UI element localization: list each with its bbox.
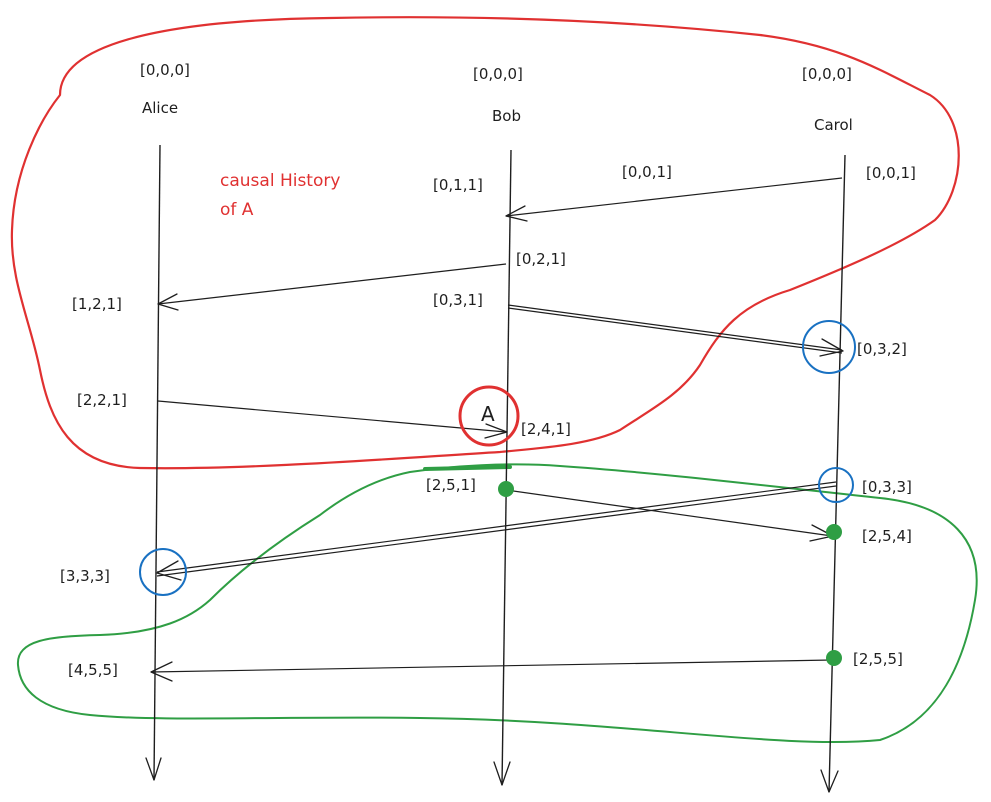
clock-msg-label-1: [0,0,1] xyxy=(622,163,672,181)
clock-alice-send-4: [2,2,1] xyxy=(77,391,127,409)
future-event-dot-carol-send xyxy=(826,650,842,666)
clock-bob-send-2: [0,2,1] xyxy=(516,250,566,268)
causal-history-label-line1: causal History xyxy=(220,171,340,191)
clock-carol-recv-5: [2,5,4] xyxy=(862,527,912,545)
event-a-label: A xyxy=(481,402,495,426)
message-alice-to-bob-4 xyxy=(157,400,508,439)
bob-timeline xyxy=(493,149,512,786)
alice-initial-clock: [0,0,0] xyxy=(140,61,190,79)
alice-timeline xyxy=(145,144,162,781)
future-event-dot-bob xyxy=(498,481,514,497)
clock-bob-send-5: [2,5,1] xyxy=(426,476,476,494)
carol-timeline xyxy=(820,154,846,793)
clock-carol-recv-3: [0,3,2] xyxy=(857,340,907,358)
future-region xyxy=(16,463,978,744)
clock-bob-recv-4: [2,4,1] xyxy=(521,420,571,438)
carol-label: Carol xyxy=(814,116,853,134)
concurrent-marker-carol-recv xyxy=(802,320,856,374)
clock-alice-recv-2: [1,2,1] xyxy=(72,295,122,313)
message-bob-to-carol-5 xyxy=(505,489,834,542)
concurrent-marker-alice-recv xyxy=(139,548,187,596)
future-event-dot-carol-recv xyxy=(826,524,842,540)
clock-bob-recv-1: [0,1,1] xyxy=(433,176,483,194)
event-a-marker xyxy=(458,385,520,447)
alice-label: Alice xyxy=(142,99,178,117)
clock-bob-send-3: [0,3,1] xyxy=(433,291,483,309)
clock-carol-send-1: [0,0,1] xyxy=(866,164,916,182)
bob-label: Bob xyxy=(492,107,521,125)
message-carol-to-alice-7 xyxy=(150,659,833,682)
clock-carol-send-7: [2,5,5] xyxy=(853,650,903,668)
message-carol-to-bob-1 xyxy=(505,177,843,222)
causal-history-label-line2: of A xyxy=(220,200,254,220)
clock-alice-recv-6: [3,3,3] xyxy=(60,567,110,585)
clock-carol-send-6: [0,3,3] xyxy=(862,478,912,496)
message-bob-to-alice-2 xyxy=(157,263,507,311)
carol-initial-clock: [0,0,0] xyxy=(802,65,852,83)
bob-initial-clock: [0,0,0] xyxy=(473,65,523,83)
clock-alice-recv-7: [4,5,5] xyxy=(68,661,118,679)
future-region-thick-edge xyxy=(423,465,512,471)
message-bob-to-carol-3 xyxy=(507,304,844,357)
concurrent-marker-carol-send xyxy=(818,467,854,503)
causal-history-region xyxy=(10,16,960,470)
message-carol-to-alice-6 xyxy=(156,481,837,581)
